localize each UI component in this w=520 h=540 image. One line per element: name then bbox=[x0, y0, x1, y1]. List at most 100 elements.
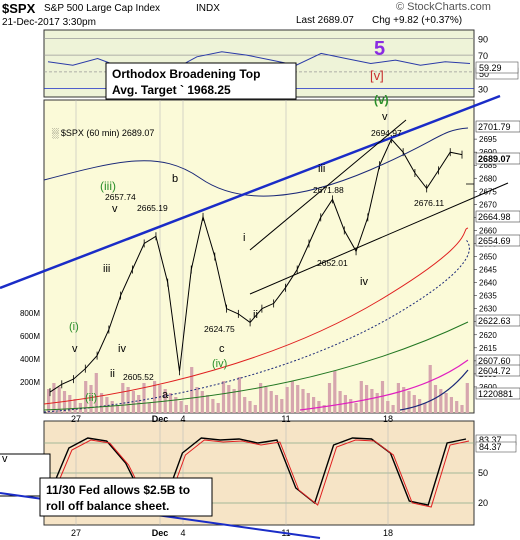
volume-bar bbox=[359, 381, 363, 413]
right-value-label: 2604.72 bbox=[478, 366, 511, 376]
wave-label: (iv) bbox=[212, 358, 227, 370]
volume-bar bbox=[84, 381, 88, 413]
volume-bar bbox=[264, 387, 268, 413]
price-tick-label: 2690 bbox=[479, 148, 497, 157]
price-x-tick-label: 11 bbox=[281, 414, 290, 424]
moving-average-upper bbox=[43, 127, 469, 197]
fed-annotation-line2: roll off balance sheet. bbox=[46, 499, 169, 513]
stochastic-x-tick-label: 27 bbox=[71, 528, 81, 538]
price-point-label: 2624.75 bbox=[204, 324, 235, 334]
wave-label: a bbox=[162, 389, 169, 401]
volume-bar bbox=[428, 365, 432, 413]
price-point-label: 2657.74 bbox=[105, 192, 136, 202]
rsi-tick-label: 30 bbox=[478, 85, 488, 95]
volume-bar bbox=[375, 393, 379, 413]
volume-bar bbox=[391, 405, 395, 413]
right-value-box bbox=[475, 120, 520, 133]
volume-bar bbox=[47, 389, 51, 413]
price-tick-label: 2685 bbox=[479, 161, 497, 170]
right-value-label: 2689.07 bbox=[478, 154, 511, 164]
volume-tick-label: 400M bbox=[20, 355, 40, 364]
change-label: Chg +9.82 (+0.37%) bbox=[372, 15, 463, 26]
volume-bar bbox=[179, 401, 183, 413]
volume-bar bbox=[285, 387, 289, 413]
volume-bar bbox=[269, 391, 273, 413]
volume-bar bbox=[333, 371, 337, 413]
moving-average-dotted bbox=[43, 239, 470, 413]
volume-bar bbox=[322, 405, 326, 413]
wave-label: v bbox=[112, 203, 118, 215]
volume-bar bbox=[386, 401, 390, 413]
stochastic-d-line bbox=[52, 439, 470, 508]
lower-channel-line bbox=[249, 182, 509, 295]
volume-bar bbox=[100, 393, 104, 413]
stochastic-k-line bbox=[49, 437, 467, 506]
volume-bar bbox=[115, 405, 120, 413]
wave-label: (i) bbox=[69, 321, 79, 333]
volume-bar bbox=[407, 391, 411, 413]
volume-bar bbox=[455, 401, 459, 413]
target-annotation-box bbox=[105, 62, 297, 100]
wave-label: iv bbox=[360, 276, 368, 288]
target-annotation-line1: Orthodox Broadening Top bbox=[112, 67, 260, 81]
rsi-value-label: 59.29 bbox=[479, 63, 502, 73]
volume-tick-label: 600M bbox=[20, 332, 40, 341]
price-tick-label: 2620 bbox=[479, 331, 497, 340]
volume-bar bbox=[227, 385, 231, 413]
volume-bar bbox=[221, 381, 226, 413]
stochastic-tick-label: 50 bbox=[478, 468, 488, 478]
price-point-label: 2665.19 bbox=[137, 203, 168, 213]
price-tick-label: 2635 bbox=[479, 292, 497, 301]
wave-label: ii bbox=[110, 368, 115, 380]
volume-bar bbox=[206, 395, 210, 413]
broadening-trendline bbox=[0, 94, 501, 290]
volume-bar bbox=[449, 397, 453, 413]
wave-label: b bbox=[172, 173, 178, 185]
right-value-box bbox=[475, 364, 520, 377]
upper-channel-line bbox=[249, 119, 407, 251]
volume-bar bbox=[439, 389, 443, 413]
moving-average-red bbox=[43, 227, 469, 405]
volume-bar bbox=[402, 387, 406, 413]
volume-bar bbox=[62, 391, 67, 413]
volume-bar bbox=[184, 405, 188, 413]
right-value-box bbox=[475, 152, 520, 165]
price-tick-label: 2630 bbox=[479, 305, 497, 314]
wave-label: v bbox=[382, 111, 388, 123]
right-value-label: 2607.60 bbox=[478, 356, 511, 366]
volume-bar bbox=[232, 389, 236, 413]
volume-bar bbox=[237, 377, 241, 413]
volume-bar bbox=[418, 399, 422, 413]
price-point-label: 2605.52 bbox=[123, 372, 154, 382]
volume-bar bbox=[370, 389, 374, 413]
target-annotation-line2: Avg. Target ` 1968.25 bbox=[112, 83, 231, 97]
price-point-label: 2676.11 bbox=[414, 198, 444, 208]
wave-label: iv bbox=[118, 343, 126, 355]
price-point-label: 2694.97 bbox=[371, 128, 402, 138]
volume-bar bbox=[216, 403, 220, 413]
volume-bar bbox=[200, 391, 204, 413]
volume-bar bbox=[423, 403, 427, 413]
fed-annotation-box bbox=[39, 477, 213, 517]
price-tick-label: 2600 bbox=[479, 383, 497, 392]
price-tick-label: 2615 bbox=[479, 344, 497, 353]
price-panel bbox=[43, 99, 475, 414]
volume-bar bbox=[57, 387, 61, 413]
right-value-label: 2701.79 bbox=[478, 122, 511, 132]
volume-bar bbox=[259, 383, 263, 413]
volume-bar bbox=[354, 403, 358, 413]
volume-bar bbox=[349, 399, 353, 413]
volume-bar bbox=[153, 381, 157, 413]
volume-bar bbox=[121, 383, 125, 413]
stochastic-value-label: 84.37 bbox=[479, 442, 502, 452]
volume-bar bbox=[460, 405, 464, 413]
volume-bar bbox=[195, 387, 199, 413]
wave-label: [v] bbox=[370, 68, 384, 83]
price-point-label: 2652.01 bbox=[317, 258, 348, 268]
volume-bar bbox=[142, 383, 146, 413]
volume-bar bbox=[396, 383, 400, 413]
price-tick-label: 2695 bbox=[479, 135, 497, 144]
wave-label: v bbox=[72, 343, 78, 355]
volume-bar bbox=[444, 393, 448, 413]
